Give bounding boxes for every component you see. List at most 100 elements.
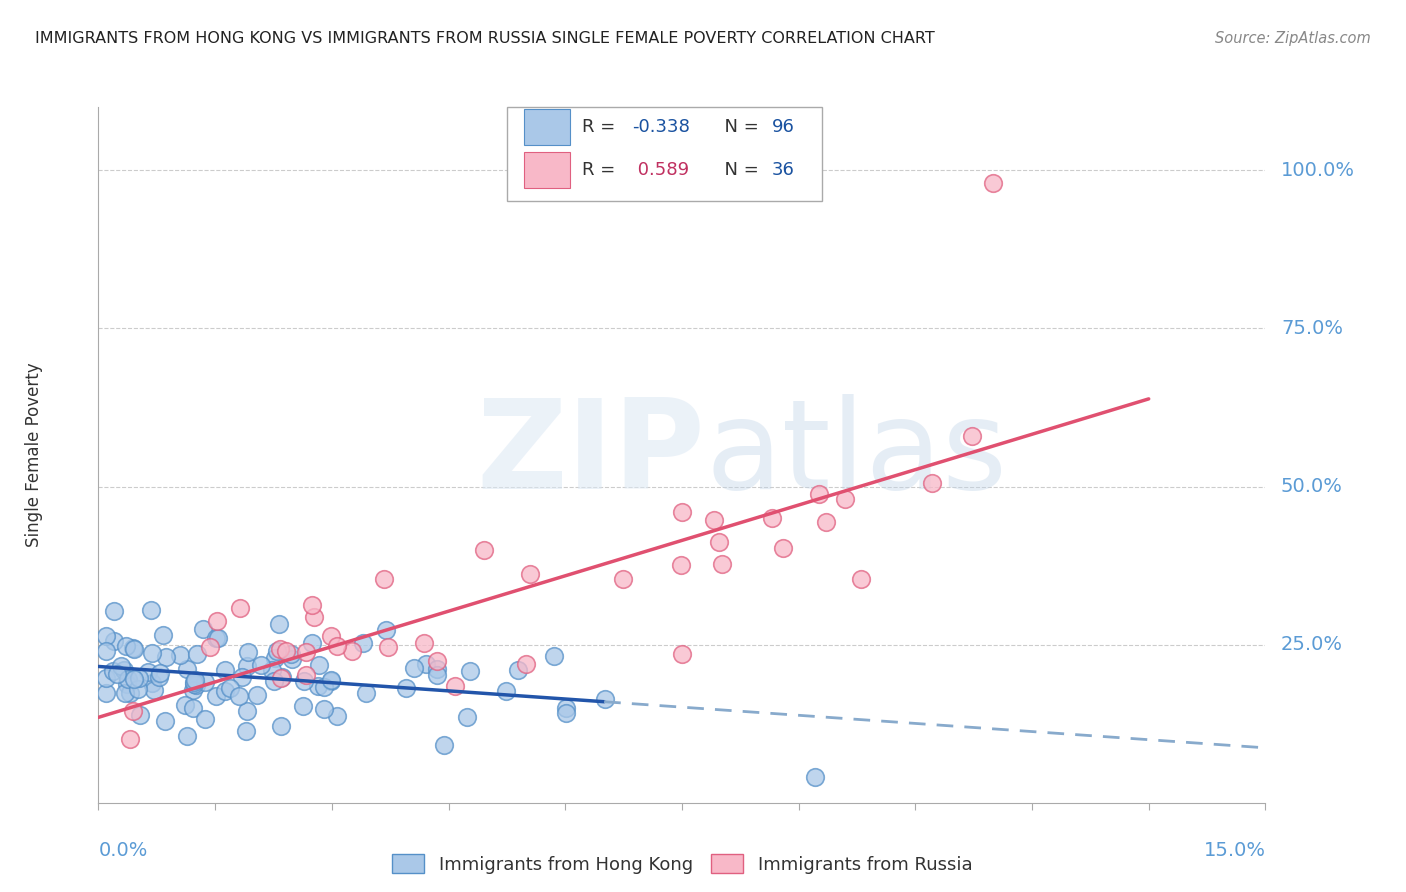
Point	[200, 640, 222, 654]
Point	[301, 598, 323, 612]
Point	[96, 644, 118, 658]
Point	[312, 702, 335, 716]
Point	[183, 677, 205, 691]
Text: 96: 96	[772, 118, 794, 136]
Point	[184, 677, 207, 691]
Point	[214, 663, 236, 677]
Point	[263, 674, 285, 689]
Point	[921, 475, 943, 490]
Point	[443, 679, 465, 693]
Point	[276, 644, 298, 658]
Text: 50.0%: 50.0%	[1281, 477, 1343, 496]
Text: atlas: atlas	[706, 394, 1007, 516]
Point	[207, 614, 229, 628]
Point	[543, 649, 565, 664]
Point	[129, 707, 152, 722]
FancyBboxPatch shape	[524, 109, 569, 145]
Point	[103, 603, 125, 617]
Text: 15.0%: 15.0%	[1204, 841, 1265, 860]
Point	[555, 700, 578, 714]
Point	[194, 712, 217, 726]
Point	[141, 646, 163, 660]
Point	[120, 731, 142, 746]
Point	[981, 176, 1004, 190]
Point	[181, 700, 204, 714]
Point	[235, 723, 257, 738]
Point	[669, 558, 692, 573]
Point	[375, 623, 398, 637]
Text: R =: R =	[582, 161, 620, 179]
Point	[250, 658, 273, 673]
Point	[246, 688, 269, 702]
Text: 100.0%: 100.0%	[1281, 161, 1355, 180]
Point	[506, 663, 529, 677]
Point	[456, 710, 478, 724]
Point	[352, 636, 374, 650]
Point	[281, 652, 304, 666]
Point	[815, 516, 838, 530]
Point	[472, 542, 495, 557]
Point	[148, 665, 170, 680]
Point	[804, 771, 827, 785]
Point	[96, 671, 118, 685]
Point	[301, 636, 323, 650]
Point	[142, 683, 165, 698]
Text: 0.0%: 0.0%	[98, 841, 148, 860]
Point	[124, 672, 146, 686]
Point	[519, 566, 541, 581]
Point	[834, 492, 856, 507]
Point	[772, 541, 794, 556]
Point	[595, 691, 617, 706]
Point	[851, 573, 873, 587]
Point	[96, 630, 118, 644]
Point	[269, 642, 291, 657]
Point	[270, 671, 292, 685]
Point	[207, 631, 229, 645]
Point	[326, 709, 349, 723]
FancyBboxPatch shape	[524, 153, 569, 188]
Point	[176, 730, 198, 744]
Point	[136, 665, 159, 680]
Point	[114, 686, 136, 700]
Point	[115, 677, 138, 691]
Text: -0.338: -0.338	[631, 118, 689, 136]
Point	[404, 661, 426, 675]
Point	[139, 603, 162, 617]
Point	[326, 640, 349, 654]
FancyBboxPatch shape	[506, 107, 823, 201]
Point	[703, 513, 725, 527]
Point	[356, 686, 378, 700]
Point	[127, 681, 149, 696]
Text: N =: N =	[713, 161, 765, 179]
Point	[710, 557, 733, 571]
Point	[426, 668, 449, 682]
Point	[292, 698, 315, 713]
Point	[671, 505, 693, 519]
Point	[377, 640, 399, 654]
Point	[112, 663, 135, 677]
Point	[96, 686, 118, 700]
Point	[555, 706, 578, 720]
Point	[373, 573, 395, 587]
Point	[176, 662, 198, 676]
Point	[709, 534, 731, 549]
Point	[236, 645, 259, 659]
Point	[415, 657, 437, 672]
Point	[122, 704, 145, 718]
Point	[169, 648, 191, 662]
Point	[458, 665, 481, 679]
Point	[194, 674, 217, 689]
Point	[260, 664, 283, 678]
Point	[319, 629, 342, 643]
Text: IMMIGRANTS FROM HONG KONG VS IMMIGRANTS FROM RUSSIA SINGLE FEMALE POVERTY CORREL: IMMIGRANTS FROM HONG KONG VS IMMIGRANTS …	[35, 31, 935, 46]
Point	[228, 689, 250, 703]
Text: Single Female Poverty: Single Female Poverty	[25, 363, 44, 547]
Point	[229, 601, 252, 615]
Point	[186, 647, 208, 661]
Point	[191, 622, 214, 636]
Point	[181, 682, 204, 697]
Point	[205, 631, 228, 645]
Point	[105, 667, 128, 681]
Point	[340, 644, 363, 658]
Point	[308, 657, 330, 672]
